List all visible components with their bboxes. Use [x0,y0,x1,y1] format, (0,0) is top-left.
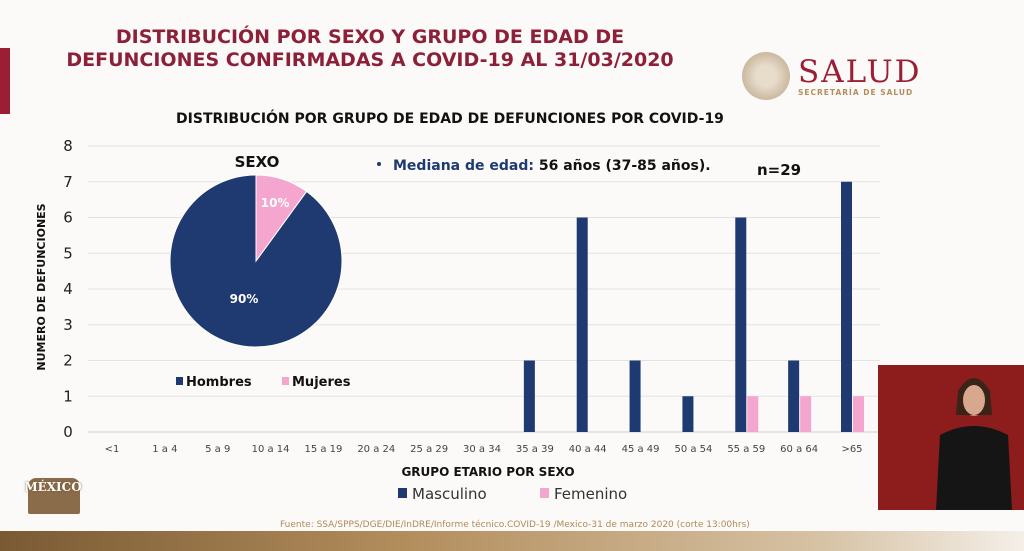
bar-masculino [629,360,641,432]
bullet-icon [377,162,381,166]
x-tick-label: >65 [841,444,862,455]
seal-icon [742,52,790,100]
bar-femenino [747,396,759,432]
footer-band [0,531,1024,551]
bar-masculino [523,360,535,432]
y-tick-label: 5 [63,244,73,262]
pie-label: 90% [230,292,259,306]
x-tick-label: 55 a 59 [727,444,765,455]
bar-masculino [788,360,800,432]
bar-masculino [682,396,694,432]
x-tick-label: 60 a 64 [780,444,818,455]
salud-logo: SALUD SECRETARÍA DE SALUD [742,52,922,100]
pie-title: SEXO [235,153,280,171]
x-tick-label: 40 a 44 [569,444,607,455]
bar-masculino [576,217,588,432]
y-tick-label: 3 [63,316,73,334]
sample-size: n=29 [757,161,801,179]
mexico-heroes-logo [28,478,80,514]
x-tick-label: 30 a 34 [463,444,501,455]
x-tick-label: 10 a 14 [252,444,290,455]
pie-legend-label: Mujeres [292,375,351,390]
x-tick-label: 50 a 54 [674,444,712,455]
legend-swatch-femenino [540,488,549,498]
bar-femenino [853,396,864,432]
x-tick-label: 15 a 19 [304,444,342,455]
accent-bar [0,48,10,114]
y-tick-label: 6 [63,209,73,227]
logo-subtext: SECRETARÍA DE SALUD [798,87,914,97]
pie-slice-mujeres [255,174,308,263]
x-axis-label: GRUPO ETARIO POR SEXO [401,465,574,479]
pie-legend-label: Hombres [186,375,252,390]
y-tick-label: 4 [63,280,73,298]
bar-masculino [735,217,747,432]
legend-swatch-masculino [398,488,407,498]
sign-language-interpreter-video [878,365,1024,510]
x-tick-label: 1 a 4 [152,444,177,455]
y-axis-label: NUMERO DE DEFUNCIONES [35,203,48,370]
x-tick-label: 20 a 24 [357,444,395,455]
x-tick-label: 25 a 29 [410,444,448,455]
y-tick-label: 0 [63,423,73,441]
y-tick-label: 1 [63,387,73,405]
logo-text: SALUD [798,53,922,90]
y-tick-label: 2 [63,352,73,370]
x-tick-label: <1 [105,444,120,455]
pie-legend-swatch [282,377,289,385]
pie-label: 10% [261,196,290,210]
x-tick-label: 5 a 9 [205,444,230,455]
x-tick-label: 45 a 49 [622,444,660,455]
legend-label-masculino: Masculino [412,485,487,503]
median-annotation: Mediana de edad: 56 años (37-85 años). [393,158,711,174]
x-tick-label: 35 a 39 [516,444,554,455]
y-tick-label: 8 [63,137,73,155]
page-title: DISTRIBUCIÓN POR SEXO Y GRUPO DE EDAD DE… [66,26,674,71]
bar-femenino [800,396,812,432]
source-note: Fuente: SSA/SPPS/DGE/DIE/InDRE/Informe t… [280,520,750,530]
y-tick-label: 7 [63,173,73,191]
legend-label-femenino: Femenino [554,485,627,503]
bar-masculino [841,181,852,432]
pie-legend-swatch [176,377,183,385]
chart-title: DISTRIBUCIÓN POR GRUPO DE EDAD DE DEFUNC… [176,111,724,127]
mexico-brand: MÉXICO [24,480,82,494]
